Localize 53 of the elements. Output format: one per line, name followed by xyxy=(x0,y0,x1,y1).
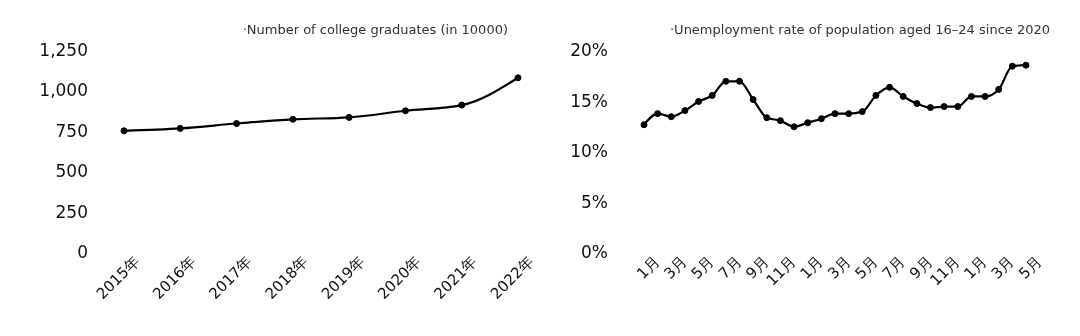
y-tick-label: 1,000 xyxy=(39,80,88,101)
point xyxy=(681,107,689,115)
point xyxy=(695,98,703,106)
chart-title: ·Unemployment rate of population aged 16–24 since 2020 xyxy=(669,22,1050,37)
y-tick-label: 750 xyxy=(55,120,88,141)
point xyxy=(708,91,716,99)
point xyxy=(1022,61,1030,69)
point xyxy=(790,123,798,131)
point xyxy=(667,113,675,121)
point xyxy=(981,92,989,100)
point xyxy=(763,114,771,122)
point xyxy=(817,115,825,123)
point xyxy=(872,91,880,99)
point xyxy=(886,83,894,91)
point xyxy=(176,124,184,132)
point xyxy=(995,85,1003,93)
point xyxy=(640,121,648,129)
point xyxy=(401,107,409,115)
point xyxy=(514,74,522,82)
point xyxy=(804,119,812,127)
y-tick-label: 1,250 xyxy=(39,40,88,61)
point xyxy=(458,101,466,109)
point xyxy=(927,104,934,112)
point xyxy=(776,117,784,125)
point xyxy=(954,103,962,111)
y-tick-label: 0 xyxy=(77,242,88,263)
point xyxy=(1008,62,1016,70)
point xyxy=(749,95,757,103)
point xyxy=(967,92,975,100)
point xyxy=(654,110,662,118)
x-tick-label: 1月 xyxy=(796,252,827,283)
x-tick-label: 5月 xyxy=(1015,252,1046,283)
point xyxy=(831,110,839,118)
point xyxy=(736,77,743,85)
y-tick-label: 5% xyxy=(581,191,608,212)
chart-title: ·Number of college graduates (in 10000) xyxy=(242,22,508,37)
point xyxy=(899,92,907,100)
y-tick-label: 15% xyxy=(570,90,608,111)
point xyxy=(120,127,128,135)
point xyxy=(233,120,241,128)
point xyxy=(940,103,948,111)
y-tick-label: 250 xyxy=(55,201,88,222)
point xyxy=(289,115,297,123)
x-tick-label: 7月 xyxy=(715,252,746,283)
point xyxy=(845,110,853,118)
point xyxy=(722,77,730,85)
y-tick-label: 500 xyxy=(55,161,88,182)
point xyxy=(345,113,353,121)
y-tick-label: 10% xyxy=(570,141,608,162)
y-tick-label: 20% xyxy=(570,40,608,61)
point xyxy=(858,108,866,116)
y-tick-label: 0% xyxy=(581,242,608,263)
point xyxy=(913,100,921,108)
